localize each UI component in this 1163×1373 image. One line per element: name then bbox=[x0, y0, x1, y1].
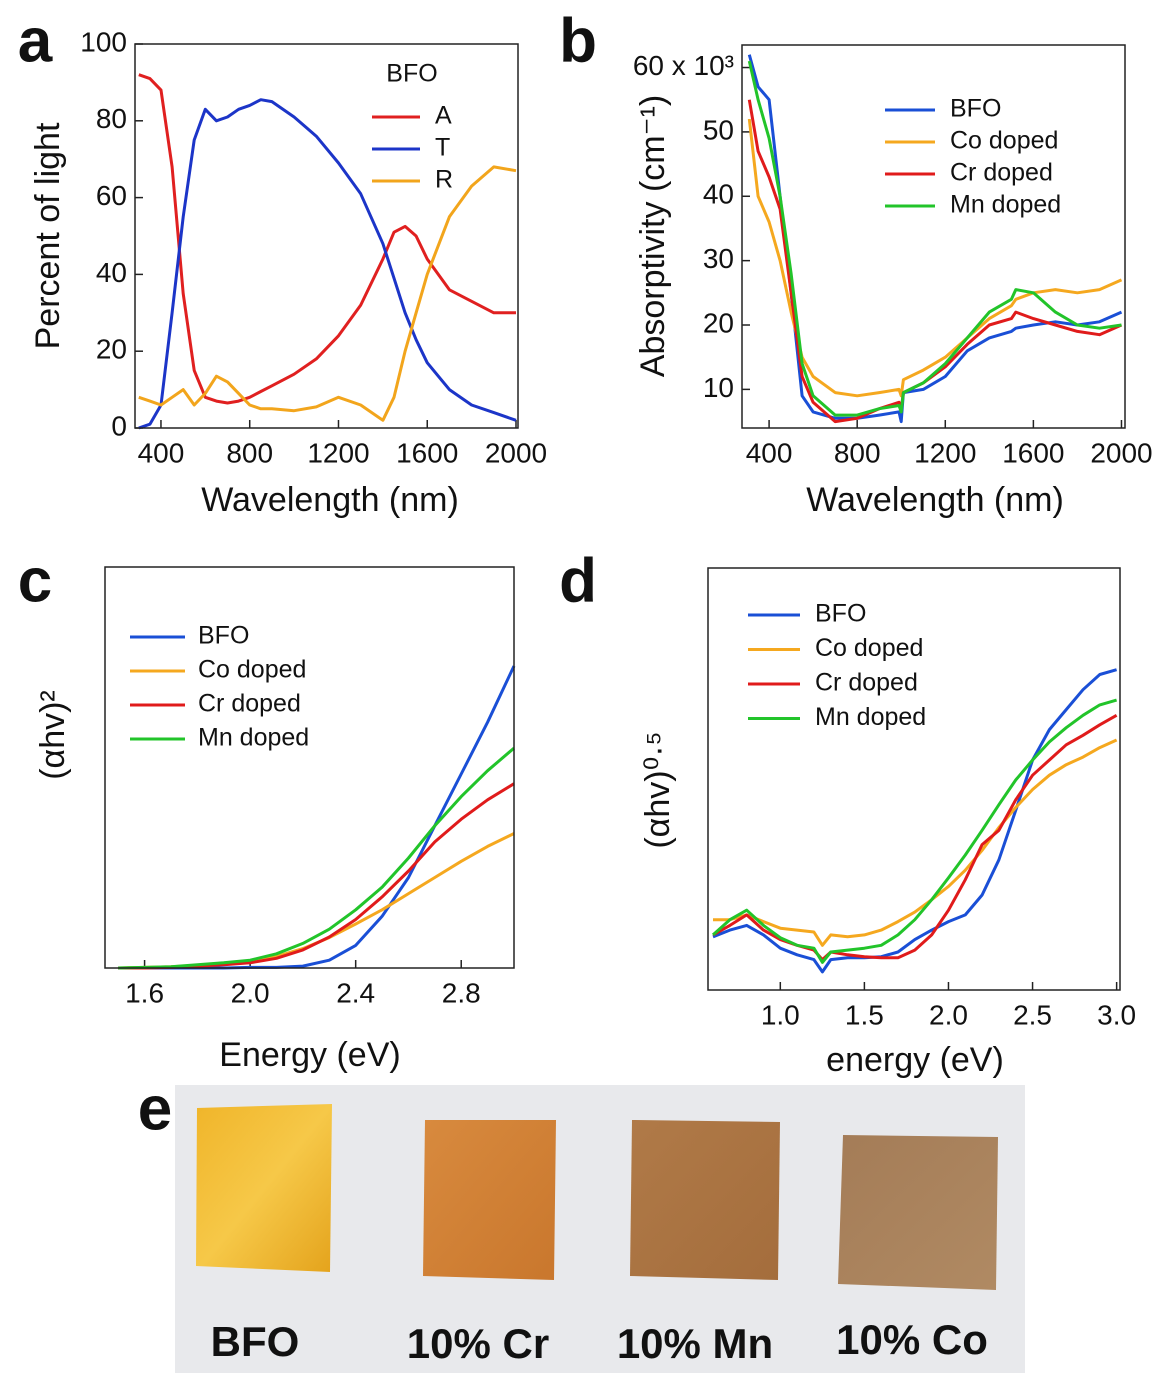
y-tick-label: 80 bbox=[96, 103, 127, 134]
panel-label: b bbox=[559, 6, 597, 75]
legend-label: Cr doped bbox=[950, 159, 1053, 187]
series-line bbox=[712, 713, 1118, 962]
series-line bbox=[138, 98, 517, 430]
plot-frame bbox=[741, 44, 1126, 429]
panel-label: a bbox=[18, 6, 53, 75]
legend-label: Mn doped bbox=[950, 191, 1061, 219]
y-axis-label: Percent of light bbox=[29, 122, 67, 349]
x-tick-label: 800 bbox=[834, 437, 881, 468]
series-line bbox=[118, 746, 515, 970]
x-tick-label: 2.0 bbox=[231, 977, 270, 1008]
legend-label: BFO bbox=[815, 600, 866, 628]
x-tick-label: 1.0 bbox=[761, 999, 800, 1030]
series-line bbox=[747, 54, 1123, 424]
panel-label: e bbox=[138, 1074, 172, 1143]
x-tick-label: 400 bbox=[138, 437, 185, 468]
y-tick-label: 60 x 10³ bbox=[633, 50, 734, 81]
y-tick-label: 0 bbox=[111, 410, 127, 441]
plot-frame bbox=[707, 567, 1121, 991]
plot-frame bbox=[134, 43, 519, 429]
x-tick-label: 1.6 bbox=[125, 977, 164, 1008]
legend-label: A bbox=[435, 102, 452, 130]
sample-bfo bbox=[196, 1104, 332, 1272]
x-tick-label: 2.0 bbox=[929, 999, 968, 1030]
x-axis-label: Wavelength (nm) bbox=[806, 481, 1064, 519]
legend-label: Co doped bbox=[815, 634, 923, 662]
panel-label: d bbox=[559, 546, 597, 615]
panel-label: c bbox=[18, 546, 52, 615]
x-tick-label: 2000 bbox=[485, 437, 547, 468]
legend-label: T bbox=[435, 134, 450, 162]
x-tick-label: 800 bbox=[226, 437, 273, 468]
x-tick-label: 2.5 bbox=[1013, 999, 1052, 1030]
y-axis-label: (αhv)⁰·⁵ bbox=[639, 731, 677, 848]
series-line bbox=[118, 782, 515, 970]
legend-title: BFO bbox=[386, 60, 437, 88]
y-axis-label: (αhv)² bbox=[34, 690, 72, 780]
series-line bbox=[747, 60, 1122, 417]
y-tick-label: 40 bbox=[96, 257, 127, 288]
plot-frame bbox=[104, 566, 515, 969]
x-tick-label: 1.5 bbox=[845, 999, 884, 1030]
y-tick-label: 50 bbox=[703, 114, 734, 145]
sample-cr bbox=[423, 1120, 556, 1280]
series-line bbox=[713, 738, 1118, 947]
y-tick-label: 20 bbox=[703, 307, 734, 338]
sample-co bbox=[838, 1135, 998, 1290]
series-line bbox=[138, 165, 517, 422]
legend-label: Co doped bbox=[950, 127, 1058, 155]
legend-label: R bbox=[435, 166, 453, 194]
x-tick-label: 3.0 bbox=[1097, 999, 1136, 1030]
legend-label: BFO bbox=[950, 95, 1001, 123]
y-tick-label: 30 bbox=[703, 243, 734, 274]
y-tick-label: 60 bbox=[96, 180, 127, 211]
y-tick-label: 10 bbox=[703, 372, 734, 403]
y-tick-label: 100 bbox=[80, 26, 127, 57]
series-line bbox=[747, 118, 1123, 398]
x-tick-label: 1200 bbox=[914, 437, 976, 468]
sample-label: 10% Mn bbox=[617, 1320, 773, 1367]
y-tick-label: 40 bbox=[703, 179, 734, 210]
legend-label: Cr doped bbox=[198, 690, 301, 718]
legend-label: Mn doped bbox=[815, 703, 926, 731]
legend-label: Co doped bbox=[198, 656, 306, 684]
x-tick-label: 2000 bbox=[1090, 437, 1152, 468]
series-line bbox=[138, 73, 516, 405]
sample-mn bbox=[630, 1120, 780, 1280]
sample-label: 10% Co bbox=[836, 1316, 988, 1363]
y-axis-label: Absorptivity (cm⁻¹) bbox=[634, 95, 672, 377]
x-tick-label: 2.4 bbox=[336, 977, 375, 1008]
sample-label: 10% Cr bbox=[407, 1320, 549, 1367]
x-tick-label: 2.8 bbox=[442, 977, 481, 1008]
series-line bbox=[118, 832, 515, 970]
x-tick-label: 1200 bbox=[307, 437, 369, 468]
x-tick-label: 1600 bbox=[396, 437, 458, 468]
x-axis-label: Wavelength (nm) bbox=[201, 481, 459, 519]
sample-label: BFO bbox=[211, 1318, 300, 1365]
x-axis-label: Energy (eV) bbox=[219, 1036, 400, 1074]
x-axis-label: energy (eV) bbox=[826, 1041, 1004, 1079]
x-tick-label: 1600 bbox=[1002, 437, 1064, 468]
x-tick-label: 400 bbox=[746, 437, 793, 468]
series-line bbox=[118, 665, 516, 970]
series-line bbox=[712, 668, 1118, 974]
y-tick-label: 20 bbox=[96, 334, 127, 365]
series-line bbox=[711, 698, 1118, 964]
legend-label: Mn doped bbox=[198, 724, 309, 752]
photo-panel: e BFO 10% Cr 10% Mn 10% Co bbox=[138, 1074, 1025, 1373]
legend-label: Cr doped bbox=[815, 669, 918, 697]
legend-label: BFO bbox=[198, 622, 249, 650]
